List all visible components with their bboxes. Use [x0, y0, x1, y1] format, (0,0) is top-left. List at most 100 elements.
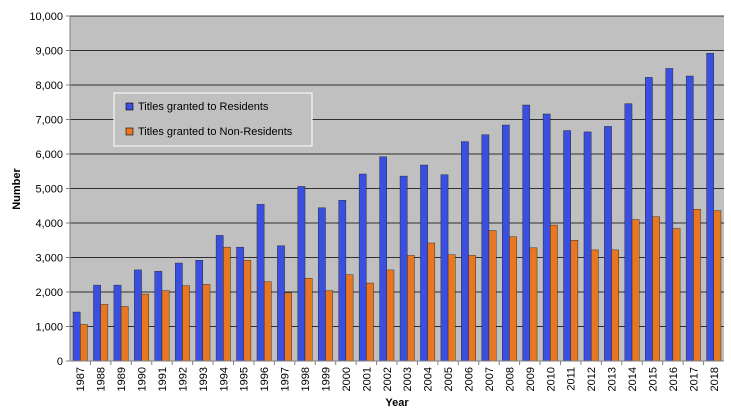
- bar-non-residents: [345, 274, 354, 362]
- bar-residents: [277, 245, 285, 362]
- x-tick-label: 2011: [566, 367, 578, 391]
- bar-residents: [72, 311, 81, 362]
- bar-residents: [399, 175, 408, 362]
- x-tick-label: 1990: [137, 367, 149, 391]
- bar-residents: [113, 284, 122, 362]
- bar-residents: [542, 113, 551, 362]
- bar-residents: [604, 126, 612, 362]
- y-tick-label: 1,000: [35, 322, 63, 334]
- y-tick-label: 10,000: [29, 11, 63, 23]
- legend: Titles granted to Residents Titles grant…: [113, 92, 313, 147]
- legend-swatch-residents: [125, 102, 134, 111]
- bar-non-residents: [120, 306, 129, 362]
- y-tick-label: 3,000: [35, 253, 63, 265]
- bar-non-residents: [447, 254, 456, 362]
- x-axis-title: Year: [385, 397, 409, 409]
- x-tick-label: 2005: [443, 367, 455, 391]
- x-tick-label: 2015: [647, 367, 659, 391]
- bars: [72, 53, 722, 362]
- bar-non-residents: [304, 278, 313, 362]
- x-tick-label: 2012: [586, 367, 598, 391]
- bar-non-residents: [631, 219, 640, 362]
- bar-non-residents: [141, 293, 149, 362]
- x-tick-label: 2003: [402, 367, 414, 391]
- x-tick-label: 1989: [116, 367, 128, 391]
- bar-residents: [665, 68, 674, 362]
- bar-residents: [134, 269, 142, 362]
- bar-non-residents: [590, 249, 599, 362]
- bar-non-residents: [550, 224, 558, 362]
- x-tick-label: 2016: [668, 367, 680, 391]
- x-tick-label: 2002: [382, 367, 394, 391]
- y-tick-label: 7,000: [35, 115, 63, 127]
- bar-non-residents: [427, 242, 436, 362]
- legend-box: [113, 92, 313, 147]
- bar-non-residents: [223, 246, 231, 362]
- bar-residents: [502, 124, 510, 362]
- bar-residents: [215, 235, 224, 362]
- bar-residents: [706, 53, 714, 362]
- x-tick-label: 2010: [545, 367, 557, 391]
- bar-residents: [440, 174, 449, 362]
- bar-non-residents: [386, 269, 395, 362]
- x-tick-label: 1994: [218, 367, 230, 391]
- bar-non-residents: [80, 324, 88, 362]
- bar-residents: [338, 200, 347, 362]
- x-tick-label: 2001: [361, 367, 373, 391]
- bar-residents: [256, 204, 265, 362]
- bar-residents: [236, 246, 244, 362]
- bar-non-residents: [611, 249, 619, 362]
- y-tick-label: 9,000: [35, 46, 63, 58]
- bar-residents: [93, 284, 101, 362]
- y-tick-label: 4,000: [35, 218, 63, 230]
- x-tick-label: 2017: [688, 367, 700, 391]
- y-axis-title: Number: [11, 168, 23, 210]
- bar-residents: [624, 103, 633, 362]
- bar-non-residents: [407, 255, 415, 362]
- x-tick-label: 2004: [423, 367, 435, 391]
- x-tick-label: 2014: [627, 367, 639, 391]
- bar-residents: [358, 173, 367, 362]
- x-tick-label: 1993: [198, 367, 210, 391]
- legend-label-residents: Titles granted to Residents: [138, 101, 269, 113]
- bar-non-residents: [284, 292, 292, 362]
- x-tick-label: 1999: [320, 367, 332, 391]
- x-tick-label: 1995: [239, 367, 251, 391]
- x-axis-ticks: 1987 1988 1989 1990 1991 1992 1993 1994 1995 1996…: [75, 361, 721, 391]
- y-tick-label: 0: [57, 356, 63, 368]
- bar-residents: [583, 131, 592, 362]
- y-tick-label: 6,000: [35, 149, 63, 161]
- bar-non-residents: [672, 228, 681, 362]
- x-tick-label: 1996: [259, 367, 271, 391]
- bar-residents: [297, 186, 306, 362]
- x-tick-label: 1998: [300, 367, 312, 391]
- x-tick-label: 2007: [484, 367, 496, 391]
- bar-non-residents: [570, 240, 579, 362]
- y-tick-label: 5,000: [35, 184, 63, 196]
- bar-residents: [195, 260, 204, 362]
- bar-non-residents: [713, 210, 722, 362]
- x-tick-label: 1997: [280, 367, 292, 391]
- bar-residents: [175, 262, 183, 362]
- bar-non-residents: [325, 290, 333, 362]
- x-tick-label: 1988: [96, 367, 108, 391]
- x-tick-label: 2009: [525, 367, 537, 391]
- bar-non-residents: [509, 236, 517, 362]
- bar-non-residents: [243, 260, 252, 362]
- legend-label-non-residents: Titles granted to Non-Residents: [138, 126, 293, 138]
- bar-non-residents: [529, 247, 538, 362]
- bar-residents: [645, 77, 653, 362]
- bar-non-residents: [202, 284, 211, 362]
- x-tick-label: 2000: [341, 367, 353, 391]
- bar-non-residents: [161, 290, 170, 362]
- bar-non-residents: [468, 255, 476, 362]
- bar-non-residents: [263, 281, 272, 362]
- bar-residents: [522, 104, 531, 362]
- gridlines: [70, 15, 724, 327]
- bar-residents: [563, 130, 571, 362]
- bar-residents: [685, 75, 694, 362]
- bar-non-residents: [652, 216, 660, 362]
- bar-residents: [481, 134, 490, 362]
- bar-residents: [318, 207, 326, 362]
